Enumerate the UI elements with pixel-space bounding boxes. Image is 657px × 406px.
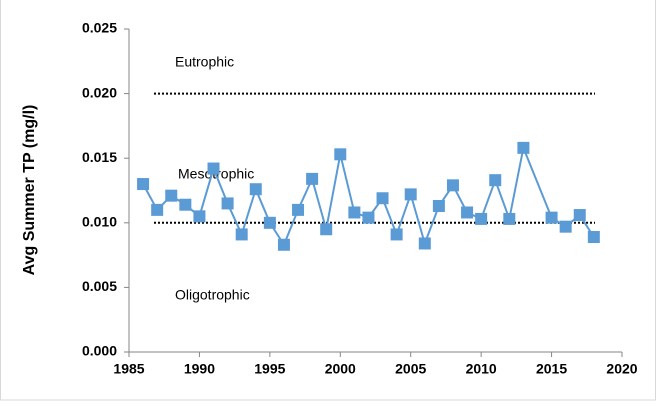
marker bbox=[390, 228, 403, 241]
y-tick-label: 0.000 bbox=[82, 343, 117, 359]
marker bbox=[277, 238, 290, 251]
marker bbox=[432, 200, 445, 213]
y-tick-label: 0.005 bbox=[82, 278, 117, 294]
y-axis-label: Avg Summer TP (mg/l) bbox=[21, 105, 38, 276]
x-tick-label: 2010 bbox=[466, 361, 497, 377]
marker bbox=[348, 206, 361, 219]
marker bbox=[137, 178, 150, 191]
x-tick-label: 2005 bbox=[395, 361, 426, 377]
marker bbox=[559, 220, 572, 233]
annotation: Oligotrophic bbox=[175, 287, 250, 303]
x-tick-label: 1985 bbox=[113, 361, 144, 377]
marker bbox=[461, 206, 474, 219]
marker bbox=[517, 141, 530, 154]
marker bbox=[362, 211, 375, 224]
marker bbox=[263, 216, 276, 229]
marker bbox=[489, 174, 502, 187]
marker bbox=[193, 210, 206, 223]
annotation: Eutrophic bbox=[175, 54, 234, 70]
marker bbox=[151, 203, 164, 216]
marker bbox=[221, 197, 234, 210]
series-line bbox=[142, 144, 595, 247]
marker bbox=[320, 223, 333, 236]
marker bbox=[235, 228, 248, 241]
marker bbox=[418, 237, 431, 250]
marker bbox=[446, 179, 459, 192]
y-tick-label: 0.020 bbox=[82, 84, 117, 100]
x-tick-label: 1995 bbox=[254, 361, 285, 377]
marker bbox=[165, 189, 178, 202]
marker bbox=[306, 172, 319, 185]
y-tick-label: 0.025 bbox=[82, 20, 117, 36]
marker bbox=[292, 203, 305, 216]
marker bbox=[207, 162, 220, 175]
marker bbox=[179, 198, 192, 211]
y-tick-label: 0.010 bbox=[82, 214, 117, 230]
x-tick-label: 2015 bbox=[536, 361, 567, 377]
marker bbox=[249, 183, 262, 196]
marker bbox=[587, 231, 600, 244]
marker bbox=[573, 209, 586, 222]
marker bbox=[475, 212, 488, 225]
x-tick-label: 2000 bbox=[325, 361, 356, 377]
marker bbox=[545, 211, 558, 224]
y-tick-label: 0.015 bbox=[82, 149, 117, 165]
marker bbox=[376, 192, 389, 205]
marker bbox=[404, 188, 417, 201]
x-tick-label: 2020 bbox=[606, 361, 637, 377]
x-tick-label: 1990 bbox=[184, 361, 215, 377]
marker bbox=[334, 148, 347, 161]
marker bbox=[503, 212, 516, 225]
